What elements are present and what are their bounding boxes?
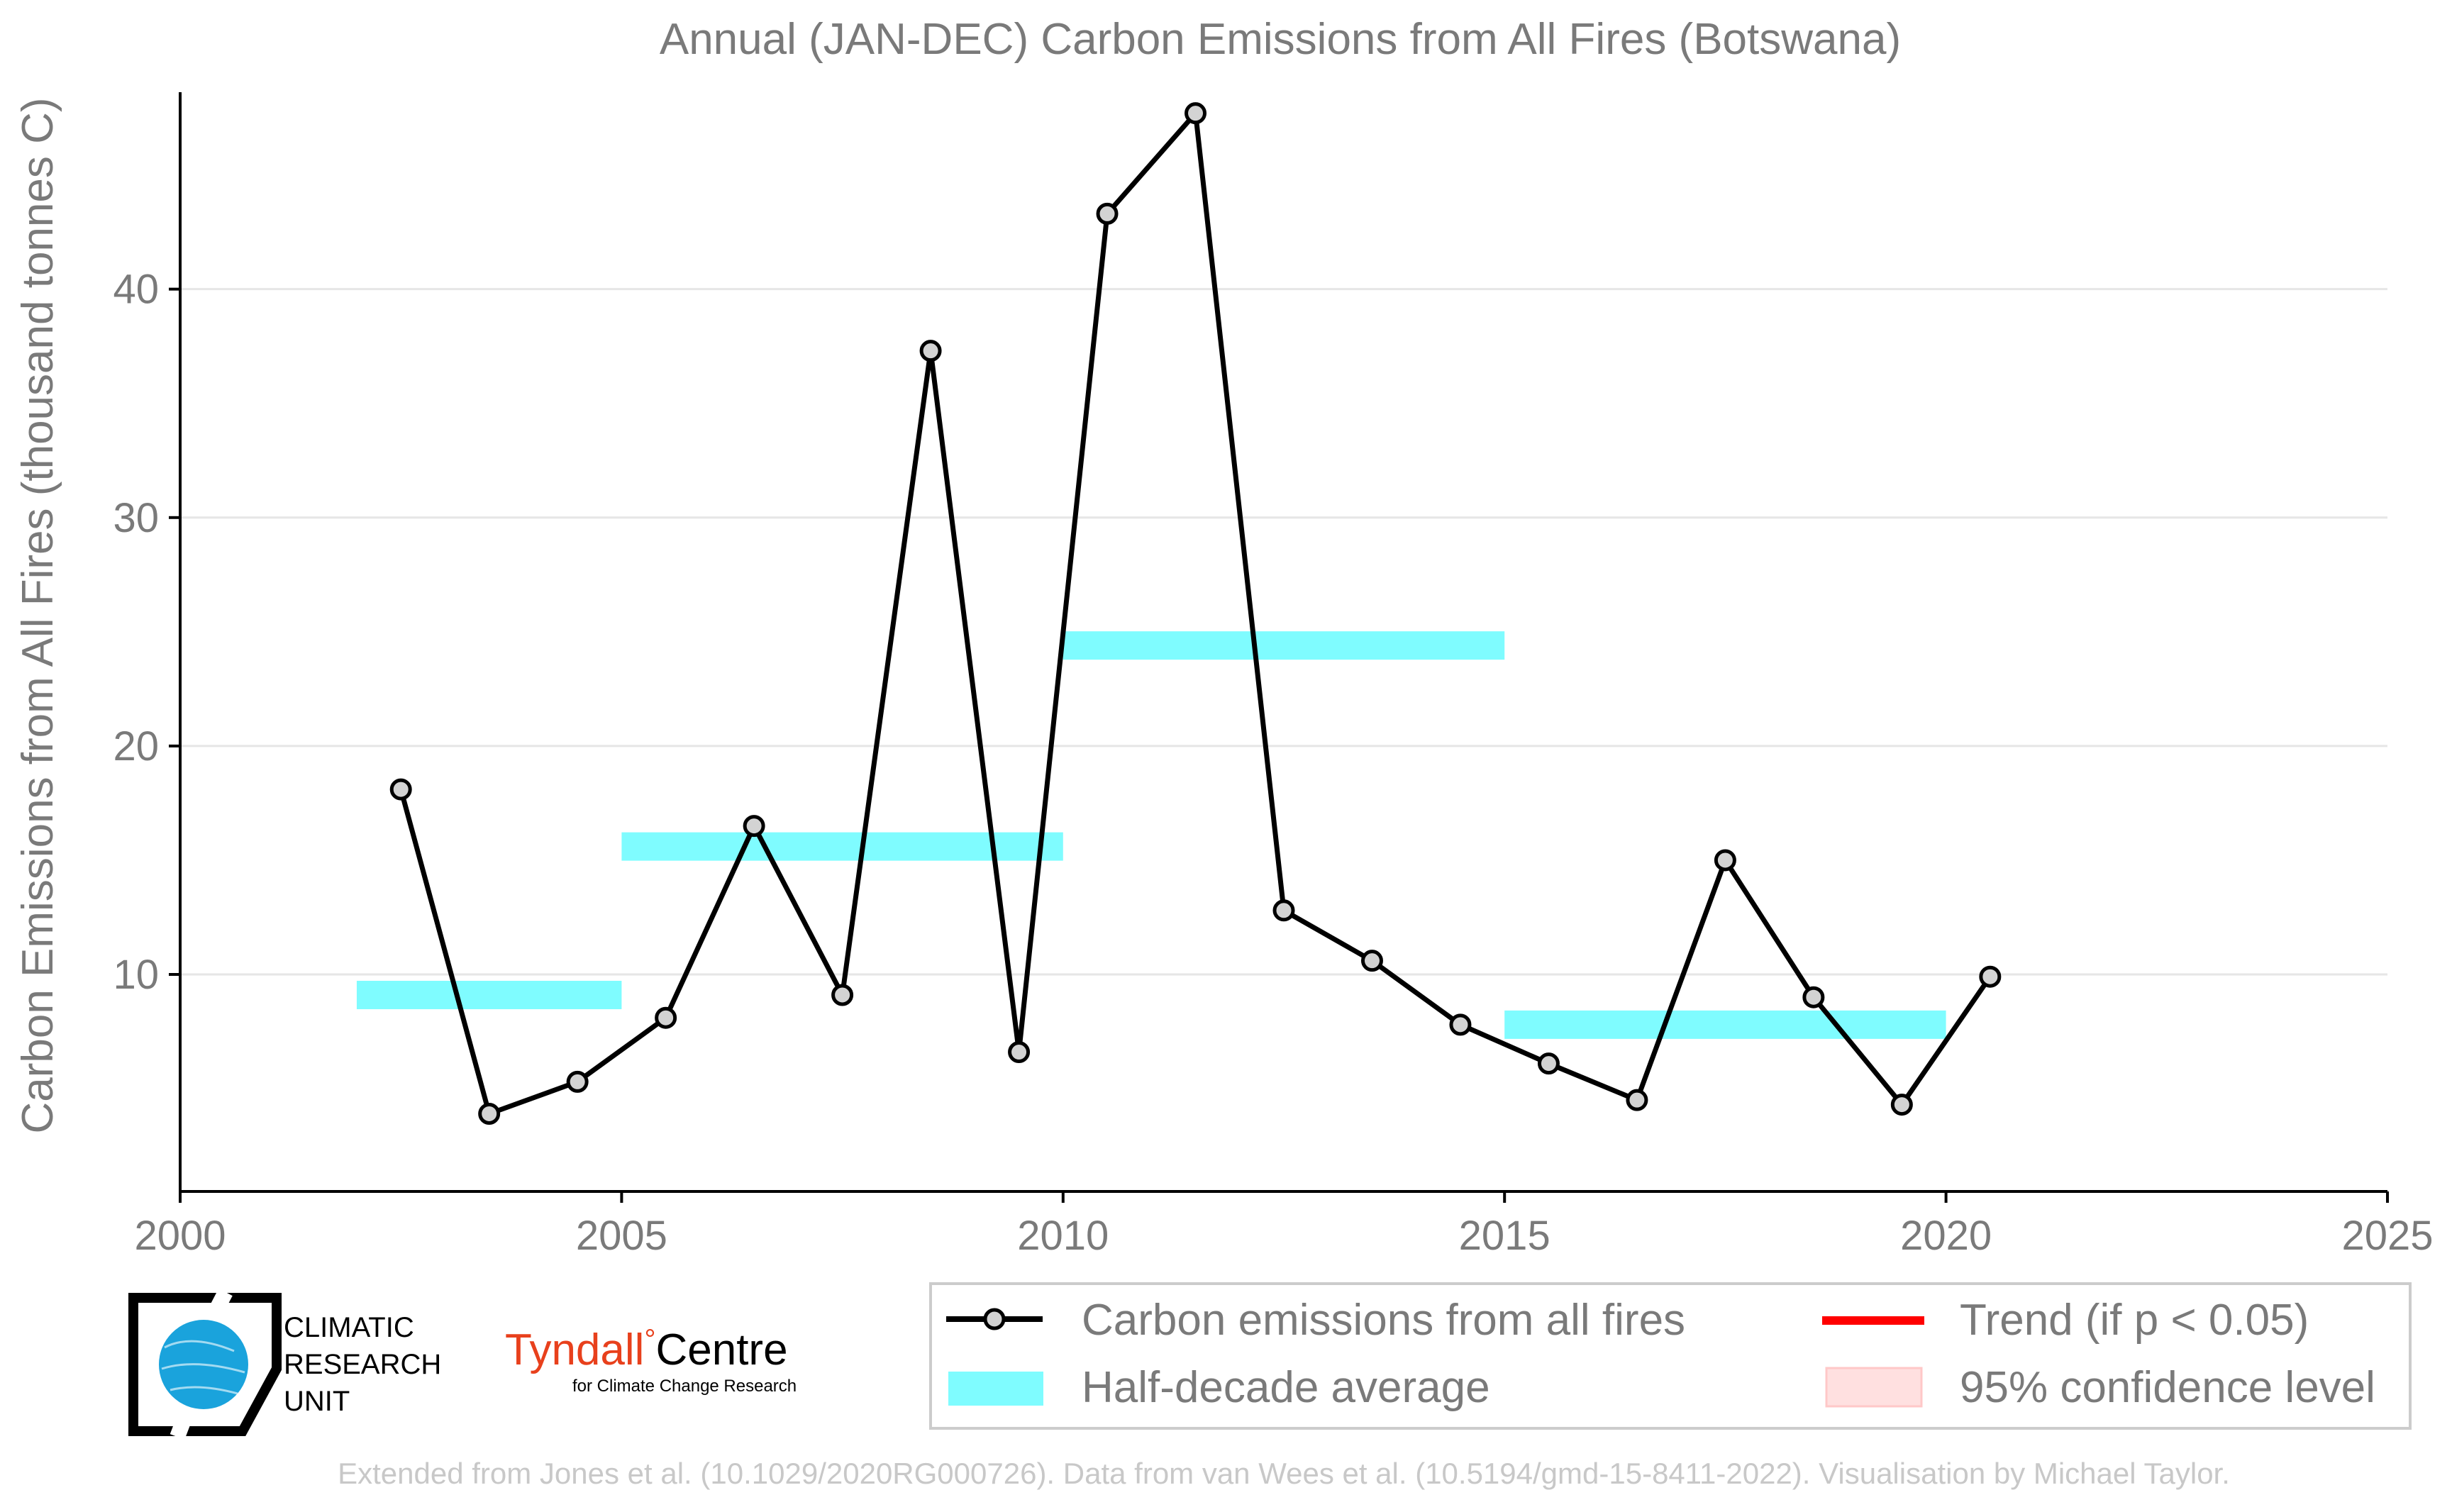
half-decade-band-2: [1063, 631, 1505, 660]
emissions-point-2005.5: [655, 1006, 677, 1029]
legend-box: [929, 1282, 2412, 1430]
axes: [169, 92, 2389, 1203]
legend-band-swatch: [948, 1372, 1043, 1406]
x-tick-label-2010: 2010: [1017, 1213, 1109, 1259]
legend-label-emissions: Carbon emissions from all fires: [1082, 1296, 1685, 1345]
emissions-point-2011.5: [1185, 102, 1207, 125]
legend: Carbon emissions from all fires Half-dec…: [929, 1282, 2412, 1430]
cru-name-line-1: CLIMATIC: [284, 1312, 414, 1343]
half-decade-band-0: [356, 980, 622, 1009]
y-tick-label-20: 20: [113, 723, 159, 769]
emissions-point-2019.5: [1890, 1094, 1913, 1116]
emissions-point-2009.5: [1008, 1041, 1031, 1064]
y-tick-label-10: 10: [113, 952, 159, 998]
x-tick-label-2020: 2020: [1900, 1213, 1992, 1259]
emissions-point-2006.5: [743, 815, 765, 838]
emissions-point-2014.5: [1449, 1013, 1472, 1036]
emissions-series: [389, 102, 2002, 1125]
emissions-point-2013.5: [1360, 950, 1383, 972]
tyndall-subtitle: for Climate Change Research: [572, 1377, 797, 1396]
emissions-point-2016.5: [1626, 1089, 1648, 1111]
legend-label-trend: Trend (if p < 0.05): [1960, 1296, 2309, 1345]
cru-name-line-3: UNIT: [284, 1386, 350, 1417]
cru-logo-frame: [128, 1293, 282, 1436]
chart-title: Annual (JAN-DEC) Carbon Emissions from A…: [660, 15, 1901, 64]
emissions-point-2020.5: [1979, 965, 2002, 988]
cru-globe-lines: [161, 1340, 245, 1395]
cru-name-line-2: RESEARCH: [284, 1349, 441, 1380]
emissions-point-2017.5: [1714, 849, 1736, 872]
tyndall-centre-logo: Tyndall°Centre for Climate Change Resear…: [505, 1324, 797, 1396]
emissions-point-2018.5: [1802, 986, 1825, 1008]
legend-label-half-decade: Half-decade average: [1082, 1363, 1490, 1412]
emissions-point-2007.5: [831, 984, 854, 1006]
x-tick-label-2005: 2005: [576, 1213, 667, 1259]
grid-lines: [180, 288, 2387, 976]
x-tick-label-2000: 2000: [134, 1213, 226, 1259]
emissions-point-2002.5: [389, 778, 412, 801]
legend-confidence-swatch: [1825, 1367, 1923, 1408]
emissions-point-2008.5: [919, 340, 942, 362]
y-axis-label: Carbon Emissions from All Fires (thousan…: [13, 97, 62, 1133]
tyndall-wordmark: Tyndall°Centre: [505, 1324, 788, 1374]
half-decade-band-1: [621, 832, 1063, 861]
emissions-point-2003.5: [478, 1102, 501, 1125]
emissions-point-2012.5: [1272, 899, 1295, 922]
tyndall-centre: Centre: [655, 1325, 787, 1374]
data-credit: Extended from Jones et al. (10.1029/2020…: [338, 1457, 2230, 1490]
tyndall-degree: °: [644, 1324, 655, 1355]
cru-logo: CLIMATIC RESEARCH UNIT: [128, 1288, 441, 1440]
x-tick-label-2015: 2015: [1459, 1213, 1550, 1259]
y-tick-label-30: 30: [113, 495, 159, 541]
y-tick-label-40: 40: [113, 267, 159, 313]
emissions-point-2004.5: [566, 1070, 589, 1093]
tyndall-name: Tyndall: [505, 1325, 644, 1374]
half-decade-average-bands: [356, 631, 1946, 1039]
legend-marker-swatch: [983, 1308, 1006, 1330]
legend-label-confidence: 95% confidence level: [1960, 1363, 2375, 1412]
half-decade-band-3: [1504, 1010, 1946, 1039]
emissions-point-2015.5: [1537, 1052, 1560, 1075]
x-tick-label-2025: 2025: [2341, 1213, 2433, 1259]
emissions-point-2010.5: [1096, 202, 1119, 225]
y-tick-labels: 10 20 30 40: [113, 267, 159, 998]
x-tick-labels: 2000 2005 2010 2015 2020 2025: [134, 1213, 2433, 1259]
